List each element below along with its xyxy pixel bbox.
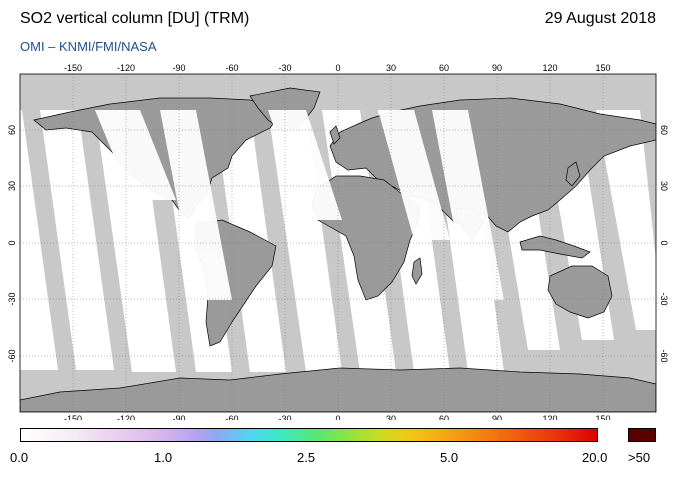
united-kingdom [329, 125, 341, 145]
lat-tick-label: 30 [7, 181, 17, 191]
lon-tick-label: 120 [542, 414, 557, 420]
colorbar-overflow-label: >50 [628, 450, 651, 465]
lat-tick-label: 0 [659, 240, 669, 245]
lon-tick-label: -30 [278, 414, 291, 420]
colorbar [20, 428, 598, 442]
indonesia [519, 235, 591, 259]
lat-tick-label: 60 [659, 125, 669, 135]
lat-tick-label: -60 [659, 349, 669, 362]
lat-tick-label: -60 [7, 349, 17, 362]
lon-tick-label: -60 [225, 63, 238, 73]
colorbar-label: 0.0 [10, 450, 29, 465]
lon-ticks-top: -150 -120 -90 -60 -30 0 30 60 90 120 150 [64, 63, 611, 73]
lon-tick-label: -90 [172, 414, 185, 420]
lon-tick-label: 150 [595, 414, 610, 420]
lon-tick-label: -120 [117, 63, 135, 73]
map-date: 29 August 2018 [544, 10, 656, 27]
lon-tick-label: -30 [278, 63, 291, 73]
lat-tick-label: -30 [7, 292, 17, 305]
lon-tick-label: 0 [335, 414, 340, 420]
lon-tick-label: 30 [386, 414, 396, 420]
lon-tick-label: -150 [64, 63, 82, 73]
colorbar-label: 2.5 [297, 450, 316, 465]
land-data-overlay [95, 110, 504, 300]
lon-tick-label: -60 [225, 414, 238, 420]
madagascar [411, 257, 423, 285]
lon-tick-label: -120 [117, 414, 135, 420]
map-title: SO2 vertical column [DU] (TRM) [20, 10, 250, 27]
data-credit: OMI – KNMI/FMI/NASA [20, 39, 157, 54]
australia [547, 265, 613, 319]
colorbar-label: 5.0 [440, 450, 459, 465]
japan [565, 161, 581, 187]
lon-tick-label: 120 [542, 63, 557, 73]
world-map: -150 -120 -90 -60 -30 0 30 60 90 120 150… [7, 63, 669, 420]
lon-tick-label: -150 [64, 414, 82, 420]
lat-tick-label: 60 [7, 125, 17, 135]
lon-tick-label: 60 [439, 414, 449, 420]
lon-tick-label: 60 [439, 63, 449, 73]
lat-ticks-right: 60 30 0 -30 -60 [659, 125, 669, 363]
map-frame [19, 73, 657, 413]
graticule [20, 74, 656, 412]
colorbar-overflow-swatch [628, 428, 656, 442]
lon-tick-label: 30 [386, 63, 396, 73]
africa [311, 175, 421, 301]
lon-tick-label: 150 [595, 63, 610, 73]
colorbar-label: 1.0 [154, 450, 173, 465]
lon-tick-label: -90 [172, 63, 185, 73]
lat-tick-label: -30 [659, 292, 669, 305]
lat-tick-label: 0 [7, 240, 17, 245]
colorbar-label: 20.0 [582, 450, 608, 465]
lon-ticks-bottom: -150 -120 -90 -60 -30 0 30 60 90 120 150 [64, 414, 611, 420]
lat-ticks-left: 60 30 0 -30 -60 [7, 125, 17, 363]
lat-tick-label: 30 [659, 181, 669, 191]
lon-tick-label: 90 [492, 63, 502, 73]
lon-tick-label: 90 [492, 414, 502, 420]
lon-tick-label: 0 [335, 63, 340, 73]
